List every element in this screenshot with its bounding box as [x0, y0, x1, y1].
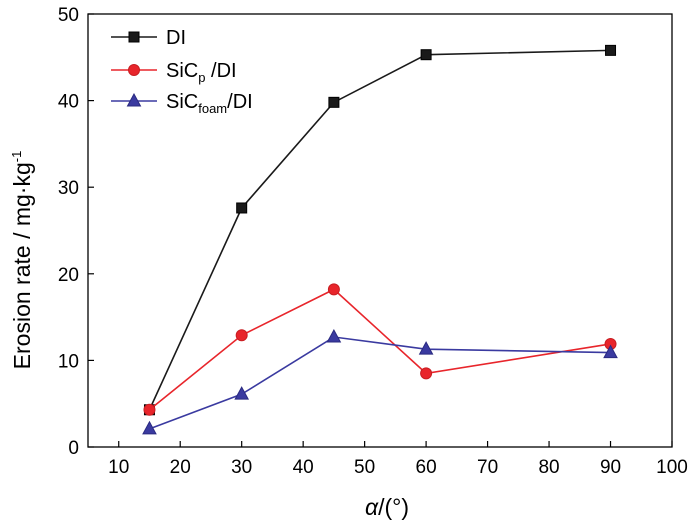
y-tick-label: 40 — [58, 92, 79, 113]
x-tick-label: 90 — [600, 457, 621, 478]
x-tick-label: 20 — [170, 457, 191, 478]
data-point — [235, 329, 248, 342]
series-line — [149, 336, 611, 430]
data-point — [420, 49, 432, 61]
x-tick-label: 10 — [108, 457, 129, 478]
data-point — [234, 386, 250, 400]
y-tick-label: 0 — [68, 438, 79, 459]
x-tick-label: 30 — [231, 457, 252, 478]
legend-item: DI — [111, 27, 186, 49]
legend-label: SiCfoam/DI — [166, 91, 253, 116]
series-layer — [142, 44, 618, 435]
data-point — [236, 202, 248, 214]
x-tick-label: 50 — [354, 457, 375, 478]
plot-frame — [87, 13, 673, 448]
data-point — [128, 64, 140, 76]
data-point — [328, 96, 340, 108]
x-tick-label: 70 — [477, 457, 498, 478]
series-line — [148, 288, 611, 411]
data-point — [143, 403, 156, 416]
x-tick-label: 80 — [538, 457, 559, 478]
legend-item: SiCfoam/DI — [111, 91, 253, 116]
x-tick-label: 40 — [293, 457, 314, 478]
legend-item: SiCp /DI — [111, 60, 237, 85]
data-point — [603, 344, 618, 359]
data-point — [420, 367, 433, 380]
legend: DI SiCp /DI SiCfoam/DI — [111, 27, 253, 116]
x-tick-label: 100 — [656, 457, 688, 478]
legend-label: DI — [166, 27, 186, 49]
y-tick-label: 10 — [58, 351, 79, 372]
y-tick-label: 20 — [58, 265, 79, 286]
data-point — [128, 31, 140, 43]
data-point — [418, 341, 434, 355]
x-tick-label: 60 — [416, 457, 437, 478]
legend-label: SiCp /DI — [166, 60, 237, 85]
data-point — [327, 283, 340, 296]
axis-ticks: 10 20 30 40 50 60 70 80 90 100 0 10 20 30 40 50 — [58, 5, 688, 478]
y-tick-label: 30 — [58, 178, 79, 199]
data-point — [142, 420, 157, 435]
series-3 — [142, 328, 618, 435]
x-axis-title: α/(°) — [365, 494, 409, 520]
data-point — [126, 92, 142, 107]
plot-area — [87, 13, 673, 448]
data-point — [605, 44, 617, 56]
y-tick-label: 50 — [58, 5, 79, 26]
series-2 — [143, 283, 617, 416]
data-point — [326, 328, 342, 343]
y-axis-title: Erosion rate / mg·kg-1 — [9, 151, 35, 370]
